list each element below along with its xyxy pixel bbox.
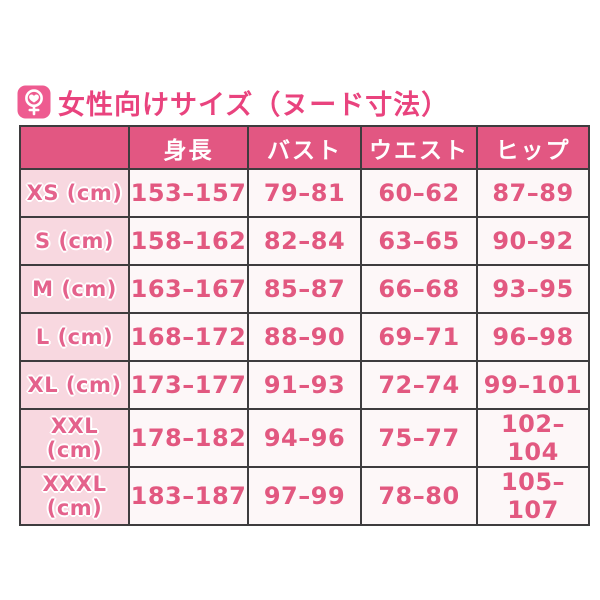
page-title: 女性向けサイズ（ヌード寸法） bbox=[17, 84, 450, 121]
value-cell: 66–68 bbox=[360, 264, 478, 314]
value-cell: 82–84 bbox=[247, 216, 362, 266]
value-cell: 72–74 bbox=[360, 360, 478, 410]
value-cell: 75–77 bbox=[360, 408, 478, 468]
header-cell-height: 身長 bbox=[128, 125, 249, 170]
value-cell: 153–157 bbox=[128, 168, 249, 218]
size-label-cell: L (cm) bbox=[19, 312, 130, 362]
value-cell: 87–89 bbox=[476, 168, 590, 218]
value-cell: 99–101 bbox=[476, 360, 590, 410]
value-cell: 63–65 bbox=[360, 216, 478, 266]
table-row-l: L (cm) 168–172 88–90 69–71 96–98 bbox=[19, 312, 590, 362]
table-row-m: M (cm) 163–167 85–87 66–68 93–95 bbox=[19, 264, 590, 314]
value-cell: 91–93 bbox=[247, 360, 362, 410]
value-cell: 69–71 bbox=[360, 312, 478, 362]
value-cell: 168–172 bbox=[128, 312, 249, 362]
value-cell: 93–95 bbox=[476, 264, 590, 314]
value-cell: 105–107 bbox=[476, 466, 590, 526]
header-cell-hip: ヒップ bbox=[476, 125, 590, 170]
size-label-cell: XXL (cm) bbox=[19, 408, 130, 468]
header-row: 身長 バスト ウエスト ヒップ bbox=[19, 125, 590, 170]
value-cell: 97–99 bbox=[247, 466, 362, 526]
table-row-xl: XL (cm) 173–177 91–93 72–74 99–101 bbox=[19, 360, 590, 410]
header-cell-bust: バスト bbox=[247, 125, 362, 170]
value-cell: 60–62 bbox=[360, 168, 478, 218]
value-cell: 163–167 bbox=[128, 264, 249, 314]
table-row-xs: XS (cm) 153–157 79–81 60–62 87–89 bbox=[19, 168, 590, 218]
value-cell: 78–80 bbox=[360, 466, 478, 526]
page-title-text: 女性向けサイズ（ヌード寸法） bbox=[58, 89, 450, 121]
size-label-cell: XS (cm) bbox=[19, 168, 130, 218]
header-cell-waist: ウエスト bbox=[360, 125, 478, 170]
size-label-cell: XXXL (cm) bbox=[19, 466, 130, 526]
size-label-cell: M (cm) bbox=[19, 264, 130, 314]
value-cell: 158–162 bbox=[128, 216, 249, 266]
value-cell: 102–104 bbox=[476, 408, 590, 468]
size-label-cell: XL (cm) bbox=[19, 360, 130, 410]
value-cell: 178–182 bbox=[128, 408, 249, 468]
table-row-s: S (cm) 158–162 82–84 63–65 90–92 bbox=[19, 216, 590, 266]
value-cell: 79–81 bbox=[247, 168, 362, 218]
value-cell: 85–87 bbox=[247, 264, 362, 314]
value-cell: 94–96 bbox=[247, 408, 362, 468]
value-cell: 96–98 bbox=[476, 312, 590, 362]
female-symbol-heart-icon bbox=[17, 85, 51, 119]
value-cell: 183–187 bbox=[128, 466, 249, 526]
table-row-xxxl: XXXL (cm) 183–187 97–99 78–80 105–107 bbox=[19, 466, 590, 526]
size-chart-table: 身長 バスト ウエスト ヒップ XS (cm) 153–157 79–81 60… bbox=[19, 125, 590, 526]
corner-header-cell bbox=[19, 125, 130, 170]
value-cell: 90–92 bbox=[476, 216, 590, 266]
size-label-cell: S (cm) bbox=[19, 216, 130, 266]
value-cell: 88–90 bbox=[247, 312, 362, 362]
value-cell: 173–177 bbox=[128, 360, 249, 410]
table-row-xxl: XXL (cm) 178–182 94–96 75–77 102–104 bbox=[19, 408, 590, 468]
